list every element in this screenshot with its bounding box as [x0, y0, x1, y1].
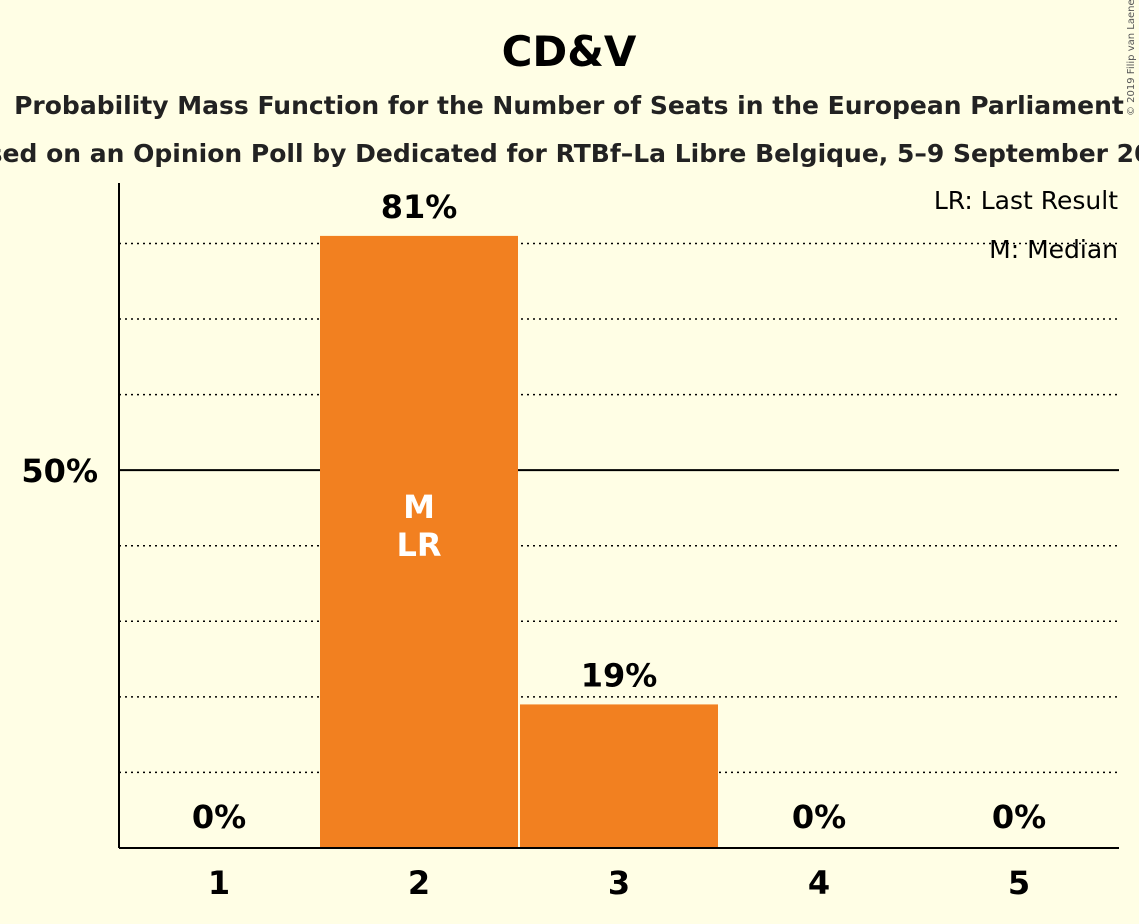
bar-value-label: 0%: [992, 798, 1046, 836]
bar-value-label: 81%: [381, 188, 458, 226]
bar-2: [320, 235, 518, 849]
legend-median: M: Median: [989, 235, 1118, 264]
copyright-text: © 2019 Filip van Laenen: [1126, 0, 1137, 116]
x-tick-label: 4: [808, 864, 830, 902]
bar-labels: 0% 81% MLR 19% 0% 0%: [192, 188, 1046, 836]
bar-value-label: 0%: [792, 798, 846, 836]
bar-value-label: 0%: [192, 798, 246, 836]
y-tick-label: 50%: [21, 452, 98, 490]
chart-subtitle-line2: Based on an Opinion Poll by Dedicated fo…: [0, 139, 1139, 168]
bar-value-label: 19%: [581, 656, 658, 694]
x-tick-label: 5: [1008, 864, 1030, 902]
chart-subtitle-line1: Probability Mass Function for the Number…: [14, 91, 1124, 120]
bars: [320, 235, 718, 849]
x-tick-label: 2: [408, 864, 430, 902]
y-axis-ticks: 50%: [21, 452, 98, 490]
x-axis-ticks: 1 2 3 4 5: [208, 864, 1030, 902]
bar-3: [520, 704, 718, 848]
bar-annotation: LR: [396, 526, 441, 564]
x-tick-label: 3: [608, 864, 630, 902]
legend-last-result: LR: Last Result: [934, 186, 1118, 215]
chart-title: CD&V: [502, 27, 637, 76]
x-tick-label: 1: [208, 864, 230, 902]
bar-annotation: M: [403, 488, 435, 526]
